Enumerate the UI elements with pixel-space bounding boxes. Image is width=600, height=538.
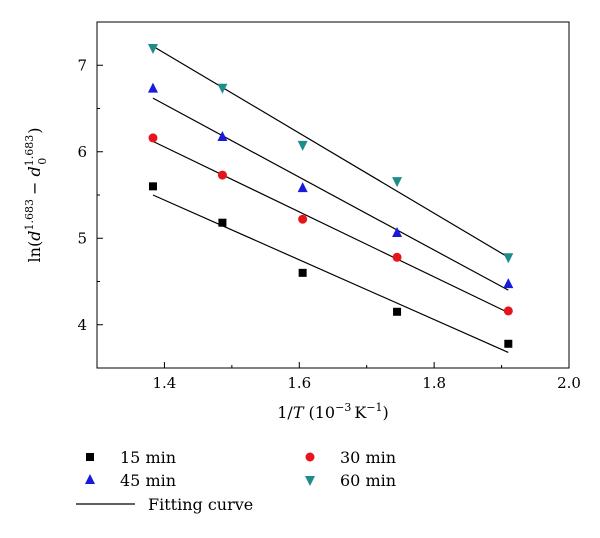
- data-point: [147, 82, 158, 93]
- x-tick-label: 1.4: [152, 374, 176, 392]
- x-axis-title: 1/T (10−3 K−1): [277, 401, 389, 422]
- legend-marker: [305, 476, 315, 486]
- data-point: [298, 268, 307, 277]
- y-axis-title-minus: −: [25, 177, 44, 196]
- y-axis-title-d: d: [25, 231, 44, 241]
- fit-lines: [152, 45, 509, 353]
- x-axis-title-K: K: [354, 403, 367, 422]
- data-point: [298, 214, 308, 224]
- legend-label: 30 min: [340, 448, 396, 467]
- data-point: [218, 218, 227, 227]
- fit-line: [152, 140, 509, 314]
- data-point: [503, 253, 514, 264]
- data-point: [503, 278, 514, 289]
- axis-ticks: 1.4 1.6 1.8 2.0 4 5 6 7: [77, 21, 581, 392]
- y-tick-label: 7: [77, 56, 87, 74]
- data-point: [217, 170, 227, 180]
- legend-label: 60 min: [340, 471, 396, 490]
- data-point: [392, 252, 402, 262]
- data-point: [297, 140, 308, 151]
- data-point: [503, 306, 513, 316]
- data-point: [217, 131, 228, 142]
- x-tick-label: 1.8: [422, 374, 446, 392]
- y-tick-label: 6: [77, 143, 87, 161]
- data-point: [297, 182, 308, 193]
- fit-line: [152, 194, 509, 353]
- legend-fit-label: Fitting curve: [148, 495, 253, 514]
- data-point: [148, 133, 158, 143]
- y-axis-title-close: ): [25, 128, 44, 134]
- data-point: [148, 182, 157, 191]
- data-point: [392, 227, 403, 238]
- data-points: [147, 43, 514, 348]
- y-axis-title-ln: ln(: [25, 241, 44, 263]
- data-point: [392, 177, 403, 188]
- x-axis-title-unit: (10: [309, 403, 336, 422]
- x-tick-label: 1.6: [287, 374, 311, 392]
- legend: 15 min 30 min 45 min 60 min Fitting curve: [76, 448, 396, 514]
- legend-label: 15 min: [120, 448, 176, 467]
- x-tick-label: 2.0: [557, 374, 581, 392]
- data-point: [393, 307, 402, 316]
- y-axis-title-d0: d: [25, 166, 44, 176]
- x-axis-title-one: 1/: [277, 403, 293, 422]
- fit-line: [152, 45, 509, 258]
- legend-marker: [305, 452, 315, 462]
- legend-label: 45 min: [120, 471, 176, 490]
- fit-line: [152, 97, 509, 291]
- y-axis-title: ln(d1.683− d1.6830): [23, 128, 49, 263]
- legend-marker: [85, 474, 95, 484]
- data-point: [504, 339, 513, 348]
- x-axis-title-T: T: [293, 403, 305, 422]
- data-point: [147, 43, 158, 54]
- y-axis-title-sub: 0: [36, 158, 49, 165]
- y-tick-label: 5: [77, 229, 87, 247]
- y-axis-title-exp: 1.683: [23, 199, 36, 231]
- x-axis-title-exp: −3: [335, 401, 351, 414]
- y-axis-title-exp2: 1.683: [23, 135, 36, 167]
- x-axis-title-close: ): [383, 403, 389, 422]
- y-tick-label: 4: [77, 316, 87, 334]
- data-point: [217, 83, 228, 94]
- legend-marker: [86, 453, 94, 461]
- x-axis-title-exp2: −1: [366, 401, 382, 414]
